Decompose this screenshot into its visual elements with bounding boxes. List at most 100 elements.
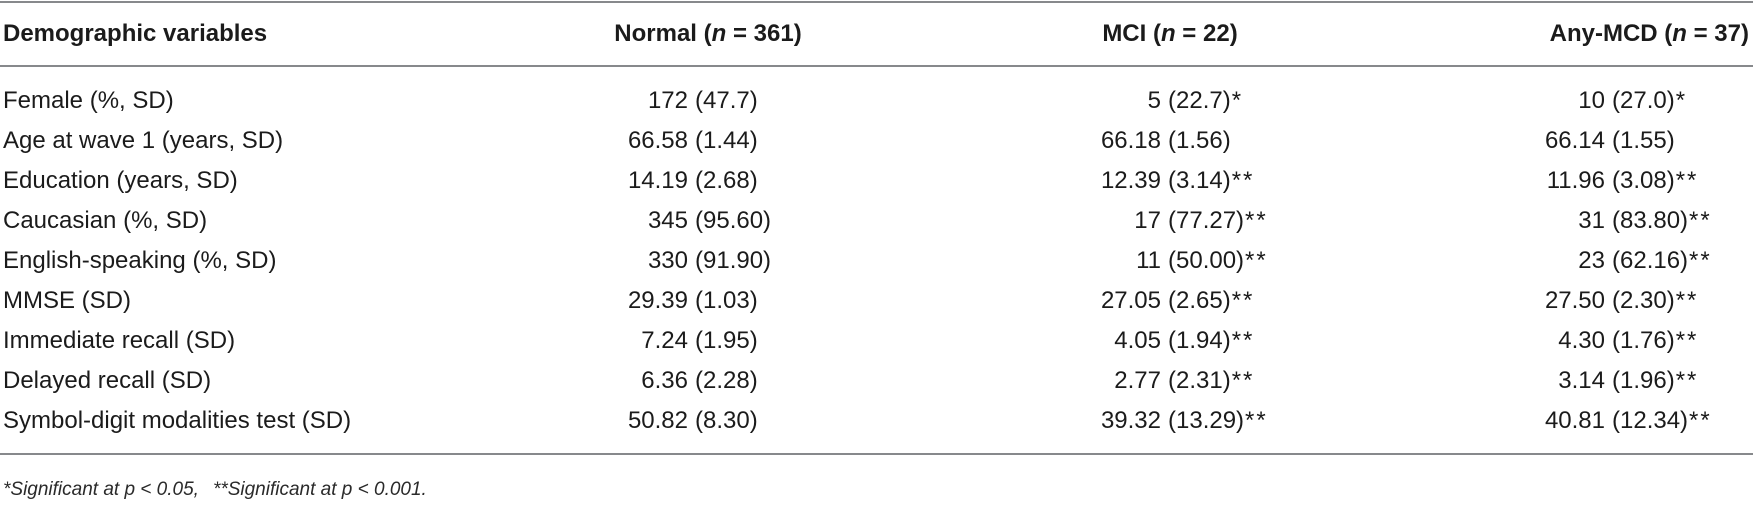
value-sd: (77.27) — [1168, 207, 1245, 234]
value-number: 66.14 — [1544, 127, 1605, 154]
table-row: Delayed recall (SD) 6.36 (2.28) 2.77 (2.31… — [0, 361, 1753, 401]
any-mcd-cell: 11.96 (3.08) ** — [1484, 167, 1753, 195]
value-number: 10 — [1578, 87, 1605, 114]
table-row: MMSE (SD) 29.39 (1.03) 27.05 (2.65) ** 27.5… — [0, 281, 1753, 321]
significance-stars: * — [1231, 87, 1244, 114]
value-number: 345 — [647, 207, 688, 234]
value-number: 2.77 — [1114, 367, 1161, 394]
significance-stars: ** — [1689, 407, 1712, 434]
value-sd: (8.30) — [695, 407, 758, 434]
column-header-normal: Normal (n = 361) — [560, 20, 856, 48]
value-number: 6.36 — [641, 367, 688, 394]
value-number: 11 — [1136, 247, 1161, 274]
normal-cell: 66.58 (1.44) — [560, 127, 856, 155]
any-mcd-cell: 10 (27.0) * — [1484, 87, 1753, 115]
significance-stars: ** — [1675, 167, 1699, 194]
table-bottom-rule — [0, 453, 1753, 455]
value-sd: (22.7) — [1168, 87, 1231, 114]
value-number: 12.39 — [1100, 167, 1161, 194]
any-mcd-cell: 23 (62.16) ** — [1484, 247, 1753, 275]
value-sd: (1.76) — [1612, 327, 1675, 354]
value-number: 23 — [1578, 247, 1605, 274]
value-sd: (1.55) — [1612, 127, 1675, 154]
value-sd: (2.30) — [1612, 287, 1675, 314]
value-number: 17 — [1134, 207, 1161, 234]
significance-stars: ** — [1231, 167, 1255, 194]
significance-stars: * — [1675, 87, 1688, 114]
value-number: 31 — [1578, 207, 1605, 234]
value-number: 66.18 — [1100, 127, 1161, 154]
row-label: Delayed recall (SD) — [3, 367, 212, 394]
value-number: 172 — [647, 87, 688, 114]
value-sd: (47.7) — [695, 87, 758, 114]
any-mcd-cell: 3.14 (1.96) ** — [1484, 367, 1753, 395]
value-number: 39.32 — [1100, 407, 1161, 434]
normal-cell: 50.82 (8.30) — [560, 407, 856, 435]
significance-stars: ** — [1675, 287, 1699, 314]
value-sd: (62.16) — [1612, 247, 1689, 274]
value-sd: (12.34) — [1612, 407, 1689, 434]
row-label: Education (years, SD) — [3, 167, 238, 194]
any-mcd-cell: 27.50 (2.30) ** — [1484, 287, 1753, 315]
value-sd: (1.96) — [1612, 367, 1675, 394]
table-footnote: *Significant at p < 0.05, **Significant … — [3, 479, 1753, 501]
significance-stars: ** — [1675, 327, 1699, 354]
value-number: 50.82 — [627, 407, 688, 434]
mci-cell: 66.18 (1.56) — [856, 127, 1484, 155]
mci-cell: 2.77 (2.31) ** — [856, 367, 1484, 395]
mci-cell: 17 (77.27) ** — [856, 207, 1484, 235]
value-sd: (27.0) — [1612, 87, 1675, 114]
table-row: Immediate recall (SD) 7.24 (1.95) 4.05 (1.… — [0, 321, 1753, 361]
value-sd: (91.90) — [695, 247, 772, 274]
table-row: Symbol-digit modalities test (SD) 50.82 (… — [0, 401, 1753, 441]
value-number: 40.81 — [1544, 407, 1605, 434]
table-row: Education (years, SD) 14.19 (2.68) 12.39 (… — [0, 161, 1753, 201]
significance-stars: ** — [1689, 207, 1712, 234]
any-mcd-cell: 66.14 (1.55) — [1484, 127, 1753, 155]
value-number: 4.30 — [1558, 327, 1605, 354]
mci-cell: 27.05 (2.65) ** — [856, 287, 1484, 315]
value-sd: (2.31) — [1168, 367, 1231, 394]
value-sd: (13.29) — [1168, 407, 1245, 434]
mci-cell: 4.05 (1.94) ** — [856, 327, 1484, 355]
value-sd: (2.68) — [695, 167, 758, 194]
header-any-mcd-n: n — [1672, 20, 1687, 47]
header-mci-pre: MCI ( — [1102, 20, 1161, 47]
value-sd: (1.94) — [1168, 327, 1231, 354]
normal-cell: 14.19 (2.68) — [560, 167, 856, 195]
column-header-any-mcd: Any-MCD (n = 37) — [1484, 20, 1753, 48]
column-header-mci: MCI (n = 22) — [856, 20, 1484, 48]
table-row: English-speaking (%, SD) 330 (91.90) 11 (5… — [0, 241, 1753, 281]
value-sd: (1.95) — [695, 327, 758, 354]
value-number: 11.96 — [1546, 167, 1605, 194]
table-row: Age at wave 1 (years, SD) 66.58 (1.44) 66… — [0, 121, 1753, 161]
header-normal-post: = 361) — [726, 20, 802, 47]
value-number: 3.14 — [1558, 367, 1605, 394]
row-label: Female (%, SD) — [3, 87, 174, 114]
value-sd: (95.60) — [695, 207, 772, 234]
value-sd: (1.44) — [695, 127, 758, 154]
normal-cell: 6.36 (2.28) — [560, 367, 856, 395]
row-label: Immediate recall (SD) — [3, 327, 236, 354]
normal-cell: 172 (47.7) — [560, 87, 856, 115]
normal-cell: 29.39 (1.03) — [560, 287, 856, 315]
value-number: 27.50 — [1544, 287, 1605, 314]
header-mci-n: n — [1160, 20, 1176, 47]
significance-stars: ** — [1231, 367, 1255, 394]
header-any-mcd-pre: Any-MCD ( — [1549, 20, 1673, 47]
significance-stars: ** — [1231, 327, 1255, 354]
column-header-demographic-variables: Demographic variables — [3, 20, 268, 47]
value-sd: (2.65) — [1168, 287, 1231, 314]
normal-cell: 330 (91.90) — [560, 247, 856, 275]
value-sd: (1.03) — [695, 287, 758, 314]
footnote-significance-p001: **Significant at p < 0.001. — [212, 479, 427, 500]
significance-stars: ** — [1245, 247, 1268, 274]
significance-stars: ** — [1231, 287, 1255, 314]
table-body: Female (%, SD) 172 (47.7) 5 (22.7) * 10 (27.… — [0, 67, 1753, 453]
mci-cell: 5 (22.7) * — [856, 87, 1484, 115]
value-number: 330 — [647, 247, 688, 274]
value-number: 5 — [1147, 87, 1161, 114]
mci-cell: 12.39 (3.14) ** — [856, 167, 1484, 195]
any-mcd-cell: 40.81 (12.34) ** — [1484, 407, 1753, 435]
mci-cell: 11 (50.00) ** — [856, 247, 1484, 275]
